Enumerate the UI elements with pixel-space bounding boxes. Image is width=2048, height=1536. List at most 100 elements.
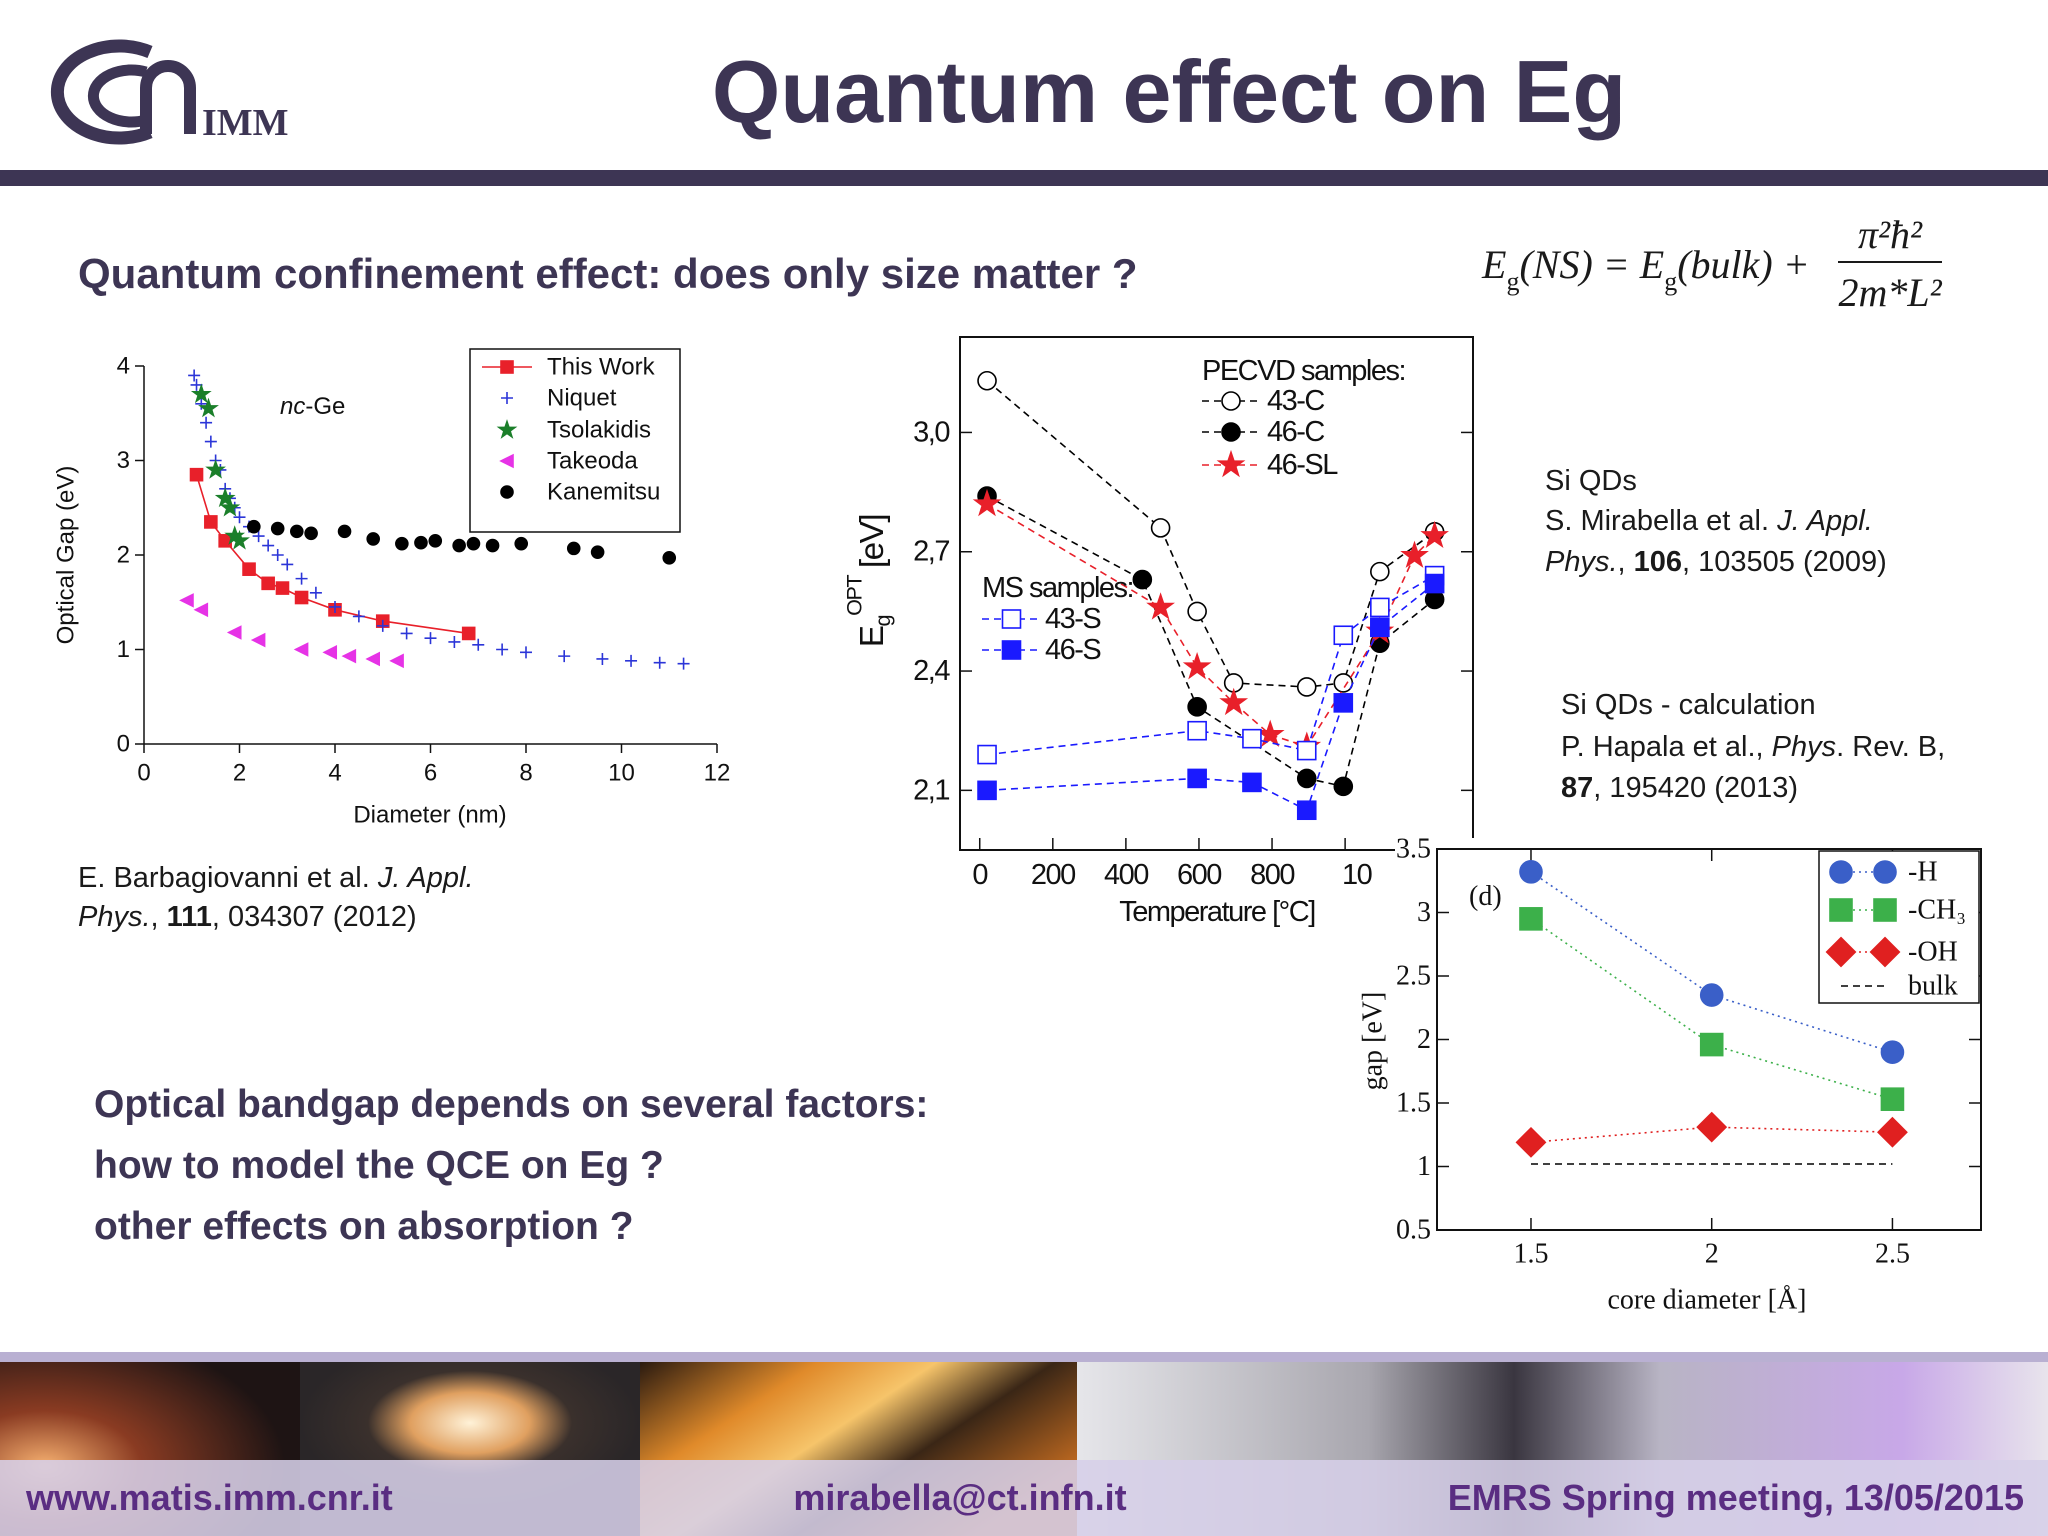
text-run: J. Appl. [377, 862, 474, 894]
text-run: , [151, 901, 167, 933]
marker [500, 360, 514, 374]
legend-label: bulk [1908, 971, 1958, 1002]
legend-label: 43-C [1267, 385, 1324, 417]
text-run: , 195420 (2013) [1593, 772, 1798, 804]
annotation: nc-Ge [280, 393, 345, 420]
reference-line: Phys., 111, 034307 (2012) [78, 901, 417, 933]
x-tick-label: 200 [1031, 859, 1075, 891]
x-tick-label: 1.5 [1513, 1239, 1548, 1270]
marker [514, 536, 529, 551]
marker [1333, 693, 1354, 713]
bullet-text: other effects on absorption ? [94, 1205, 634, 1248]
legend-title: MS samples: [982, 572, 1133, 604]
plot-frame [959, 336, 1474, 851]
legend-title: PECVD samples: [1202, 355, 1405, 387]
marker [596, 652, 609, 665]
marker [1296, 800, 1317, 821]
marker [1132, 569, 1153, 590]
text-run: E [1639, 242, 1664, 287]
marker [188, 369, 201, 382]
footer-event: EMRS Spring meeting, 13/05/2015 [1448, 1477, 2024, 1518]
bullet-text: Optical bandgap depends on several facto… [94, 1083, 928, 1126]
logo-arc-outer [50, 39, 153, 145]
x-tick-label: 0 [972, 859, 987, 891]
footer-bar [0, 1460, 2048, 1536]
reference-line: Si QDs [1545, 465, 1637, 497]
x-tick-label: 10 [1342, 859, 1372, 891]
marker [1370, 597, 1390, 618]
formula-numerator: π²ħ² [1858, 212, 1923, 257]
annotation: (d) [1469, 881, 1502, 912]
marker [448, 635, 461, 648]
subtitle: Quantum confinement effect: does only si… [78, 250, 1138, 297]
marker [677, 657, 690, 670]
marker [1696, 1111, 1728, 1143]
marker [485, 538, 500, 553]
y-tick-label: 0 [117, 731, 130, 758]
y-tick-label: 4 [117, 353, 130, 380]
marker [275, 581, 290, 595]
marker [1219, 687, 1249, 716]
strip-line [0, 1352, 2048, 1362]
text-run: OPT [841, 575, 866, 616]
marker [1187, 768, 1207, 789]
y-tick-label: 1.5 [1396, 1088, 1431, 1119]
marker [389, 653, 404, 669]
marker [461, 626, 476, 641]
marker [1829, 898, 1853, 922]
reference-line: E. Barbagiovanni et al. J. Appl. [78, 862, 474, 894]
x-tick-label: 600 [1177, 859, 1221, 891]
reference-line: S. Mirabella et al. J. Appl. [1545, 505, 1873, 537]
text-run: -Ge [305, 393, 345, 420]
x-tick-label: 10 [608, 760, 635, 787]
marker [250, 632, 266, 648]
marker [428, 534, 443, 548]
text-run: Phys. [78, 901, 151, 933]
bullet-text: how to model the QCE on Eg ? [94, 1144, 664, 1187]
marker [1519, 907, 1543, 931]
marker [309, 586, 322, 599]
marker [304, 526, 318, 541]
text-run: 106 [1634, 546, 1682, 578]
marker [1880, 1087, 1905, 1111]
logo-arc-inner [87, 64, 148, 128]
reference-line: 87, 195420 (2013) [1561, 772, 1798, 804]
text-run: Phys. [1545, 546, 1618, 578]
marker [295, 572, 308, 585]
y-tick-label: 3 [117, 447, 130, 474]
marker [972, 488, 1002, 517]
marker [395, 536, 409, 551]
footer-email: mirabella@ct.infn.it [793, 1477, 1126, 1518]
text-run: g [1506, 267, 1519, 296]
marker [293, 642, 309, 657]
marker [1424, 573, 1445, 594]
marker [1001, 609, 1022, 629]
marker [219, 496, 241, 517]
marker [247, 519, 261, 534]
y-tick-label: 2,7 [913, 536, 949, 568]
footer-url: www.matis.imm.cnr.it [25, 1477, 393, 1518]
marker [496, 643, 509, 656]
logo-text: IMM [202, 102, 289, 144]
marker [1187, 601, 1207, 622]
text-run: 111 [167, 901, 212, 933]
marker [1699, 1032, 1724, 1057]
marker [500, 485, 514, 499]
x-tick-label: 8 [519, 760, 532, 787]
marker [472, 638, 485, 651]
marker [1242, 772, 1262, 793]
marker [341, 648, 357, 664]
marker [233, 511, 246, 524]
x-tick-label: 6 [424, 760, 437, 787]
legend-label: 46-SL [1267, 449, 1338, 481]
series-line [986, 503, 1436, 748]
formula-denominator: 2m*L² [1838, 270, 1942, 315]
marker [329, 600, 341, 613]
marker [1519, 860, 1543, 884]
legend-label: 46-C [1267, 416, 1324, 448]
text-run: E. Barbagiovanni et al. [78, 862, 378, 894]
y-tick-label: 2.5 [1396, 961, 1431, 992]
y-tick-label: 2,4 [913, 655, 950, 687]
y-tick-label: 2 [117, 542, 130, 569]
